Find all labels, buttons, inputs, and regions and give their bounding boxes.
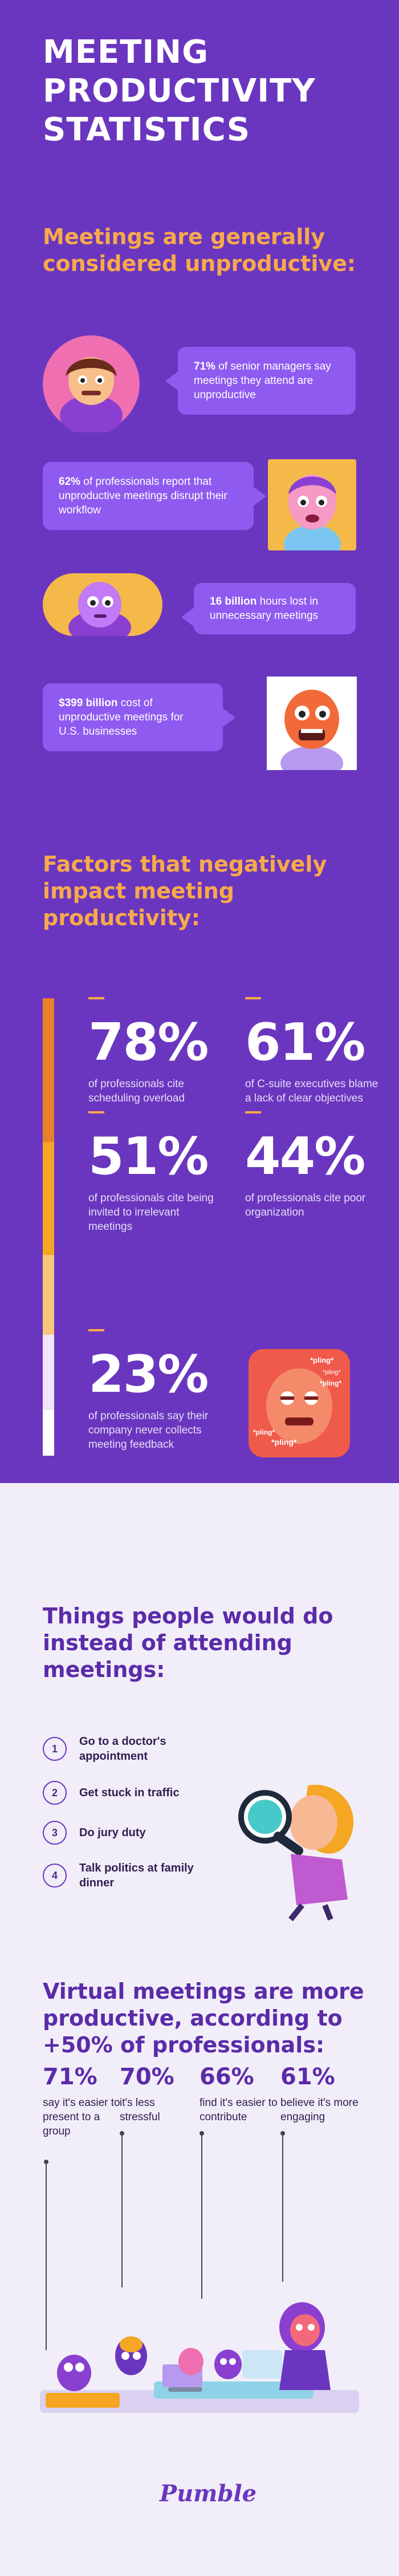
bubble-hours-lost: 16 billion hours lost in unnecessary mee… bbox=[181, 583, 356, 634]
magnifier-character bbox=[238, 1784, 354, 1922]
stat-no-feedback: 23% of professionals say their company n… bbox=[88, 1329, 225, 1452]
bar-segment-2 bbox=[43, 1142, 54, 1255]
pumble-logo[interactable]: Pumble bbox=[160, 2480, 257, 2507]
bar-segment-5 bbox=[43, 1410, 54, 1456]
list-item: 3 Do jury duty bbox=[43, 1821, 210, 1845]
section-title-alternatives: Things people would do instead of attend… bbox=[43, 1603, 333, 1682]
pling-label-4: *pling* bbox=[253, 1428, 275, 1436]
avatar-hours bbox=[43, 573, 162, 636]
pling-label-1: *pling* bbox=[310, 1356, 334, 1364]
stat-unclear-objectives: 61% of C-suite executives blame a lack o… bbox=[245, 997, 382, 1105]
virtual-meeting-illustration bbox=[40, 2302, 359, 2413]
pointer-dot-2 bbox=[120, 2131, 124, 2136]
stat-scheduling-overload: 78% of professionals cite scheduling ove… bbox=[88, 997, 225, 1105]
bar-segment-1 bbox=[43, 998, 54, 1142]
section-title-virtual: Virtual meetings are more productive, ac… bbox=[43, 1979, 364, 2057]
virtual-stat-engaging: 61% believe it's more engaging bbox=[280, 2064, 359, 2123]
list-item: 1 Go to a doctor's appointment bbox=[43, 1734, 210, 1764]
pointer-line-1 bbox=[46, 2162, 47, 2350]
pointer-line-3 bbox=[201, 2133, 202, 2299]
avatar-manager bbox=[43, 335, 140, 432]
stat-poor-organization: 44% of professionals cite poor organizat… bbox=[245, 1111, 382, 1220]
page-title: MEETING PRODUCTIVITY STATISTICS bbox=[43, 34, 316, 148]
bar-segment-4 bbox=[43, 1335, 54, 1410]
list-item: 4 Talk politics at family dinner bbox=[43, 1861, 210, 1890]
pointer-dot-3 bbox=[199, 2131, 204, 2136]
bubble-cost: $399 billion cost of unproductive meetin… bbox=[43, 683, 235, 751]
avatar-professional bbox=[268, 459, 356, 550]
avatar-cost bbox=[267, 677, 357, 770]
pointer-dot-1 bbox=[44, 2160, 48, 2164]
pling-label-2: *pling* bbox=[323, 1369, 341, 1376]
virtual-stat-present: 71% say it's easier to present to a group bbox=[43, 2064, 120, 2137]
pling-label-3: *pling* bbox=[320, 1379, 341, 1387]
section-title-unproductive: Meetings are generally considered unprod… bbox=[43, 224, 356, 276]
bubble-workflow: 62% of professionals report that unprodu… bbox=[43, 462, 266, 530]
avatar-pling: *pling* *pling* *pling* *pling* *pling* bbox=[249, 1349, 350, 1457]
stat-irrelevant-meetings: 51% of professionals cite being invited … bbox=[88, 1111, 225, 1234]
pointer-dot-4 bbox=[280, 2131, 285, 2136]
pointer-line-2 bbox=[121, 2133, 123, 2287]
pointer-line-4 bbox=[282, 2133, 283, 2282]
bar-segment-3 bbox=[43, 1255, 54, 1335]
section-title-factors: Factors that negatively impact meeting p… bbox=[43, 852, 327, 930]
bubble-senior-managers: 71% of senior managers say meetings they… bbox=[165, 347, 356, 415]
list-item: 2 Get stuck in traffic bbox=[43, 1781, 210, 1805]
virtual-stat-stress: 70% it's less stressful bbox=[120, 2064, 174, 2123]
pling-label-5: *pling* bbox=[271, 1437, 297, 1447]
virtual-stat-contribute: 66% find it's easier to contribute bbox=[199, 2064, 278, 2123]
